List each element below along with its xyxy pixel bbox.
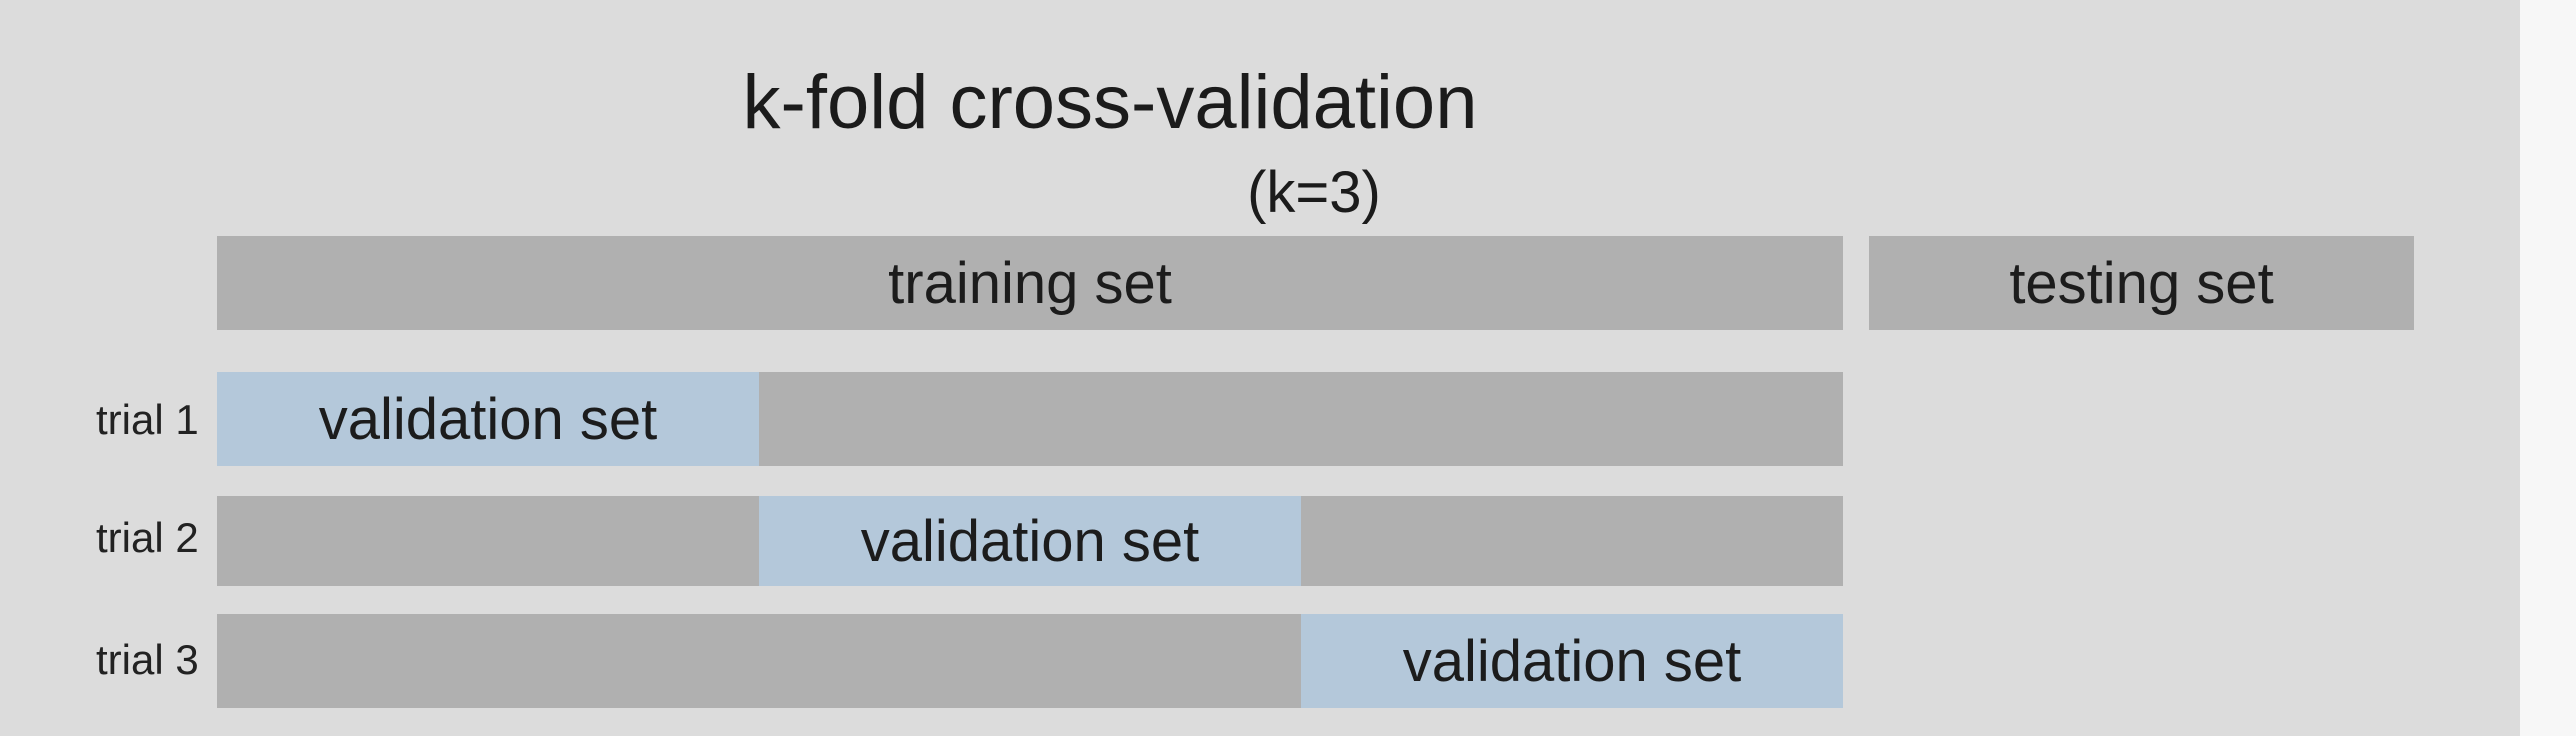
trial-3-validation-label: validation set <box>1402 628 1742 694</box>
trial-1-bar: validation set <box>217 372 1843 466</box>
trial-1-label: trial 1 <box>96 396 199 443</box>
trial-1-validation-set: validation set <box>217 372 759 466</box>
trial-2-bar: validation set <box>217 496 1843 586</box>
trial-1-validation-label: validation set <box>318 386 658 452</box>
trial-2-validation-set: validation set <box>759 496 1301 586</box>
trial-3-validation-set: validation set <box>1301 614 1843 708</box>
training-set-label: training set <box>888 250 1172 316</box>
page-margin <box>2520 0 2576 736</box>
training-set-bar: training set <box>217 236 1843 330</box>
trial-2-validation-label: validation set <box>860 508 1200 574</box>
trial-3-bar: validation set <box>217 614 1843 708</box>
diagram-canvas: k-fold cross-validation (k=3) training s… <box>0 0 2520 736</box>
testing-set-label: testing set <box>2009 250 2274 316</box>
diagram-subtitle: (k=3) <box>1247 160 1381 225</box>
diagram-title: k-fold cross-validation <box>742 60 1478 145</box>
trial-3-label: trial 3 <box>96 636 199 683</box>
testing-set-bar: testing set <box>1869 236 2414 330</box>
trial-2-label: trial 2 <box>96 514 199 561</box>
